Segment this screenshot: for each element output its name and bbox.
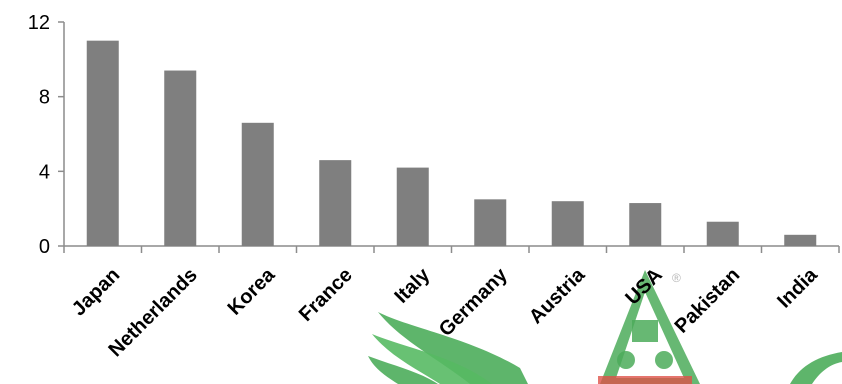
right-leaf-shape (790, 352, 842, 384)
x-category-label: France (295, 264, 357, 326)
watermark-logo: ® (368, 270, 842, 384)
trademark-symbol: ® (672, 271, 681, 285)
bar-austria (551, 201, 584, 246)
y-tick-label: 8 (39, 87, 50, 109)
bar-italy (396, 167, 429, 246)
x-category-label: Italy (390, 263, 434, 307)
x-axis-ticks (63, 246, 840, 253)
y-tick-label: 0 (39, 236, 50, 258)
left-leaf-shape (368, 312, 528, 384)
x-category-label: India (773, 263, 822, 312)
x-category-label: Pakistan (671, 264, 745, 338)
bars (86, 40, 817, 247)
x-category-label: Austria (525, 263, 590, 328)
y-axis-ticks: 0 4 8 12 (28, 12, 64, 258)
bar-india (784, 234, 817, 246)
x-category-label: Germany (435, 263, 512, 340)
bar-france (319, 160, 352, 246)
bar-japan (86, 40, 119, 246)
center-emblem: ® (598, 270, 700, 384)
x-category-label: Korea (224, 263, 280, 319)
bar-netherlands (164, 70, 197, 247)
y-tick-label: 4 (39, 161, 50, 183)
bar-korea (241, 122, 274, 246)
x-category-label: Japan (68, 264, 124, 320)
y-tick-label: 12 (28, 12, 50, 34)
bar-pakistan (706, 221, 739, 246)
bar-usa (629, 203, 662, 246)
bar-germany (474, 199, 507, 246)
